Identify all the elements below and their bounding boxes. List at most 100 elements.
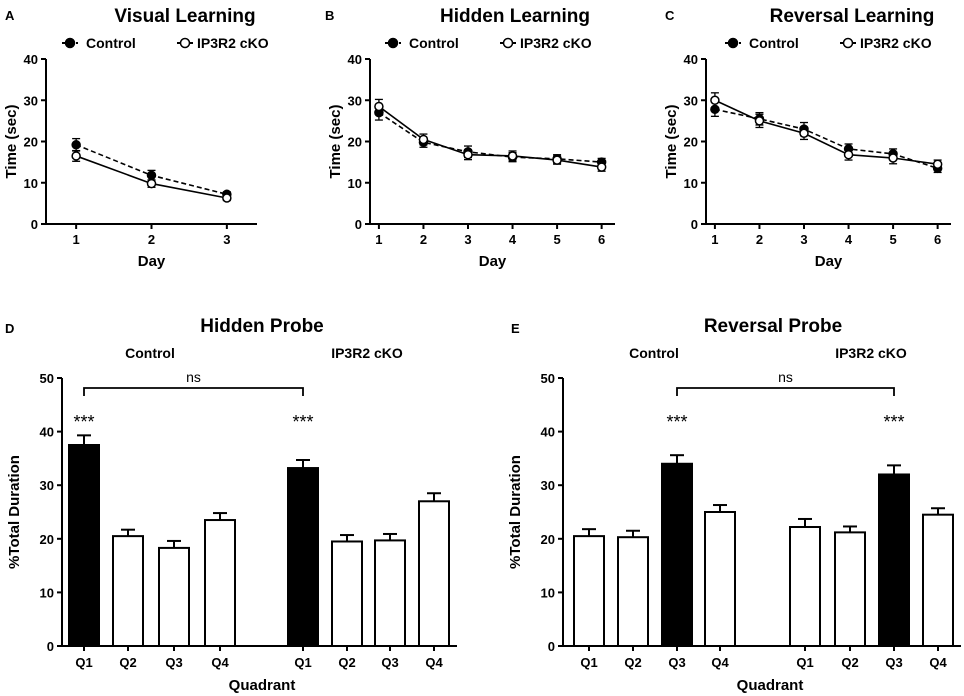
y-tick-label: 40 [684, 52, 698, 67]
significance-marker: *** [666, 412, 687, 432]
y-axis-title: Time (sec) [663, 105, 680, 179]
x-tick-label: 1 [375, 232, 382, 247]
x-tick-label: 4 [845, 232, 853, 247]
x-tick-label: 3 [800, 232, 807, 247]
x-tick-label: Q4 [711, 655, 729, 670]
y-axis-title: Time (sec) [327, 105, 344, 179]
data-point-cko [222, 193, 232, 203]
bar [331, 540, 363, 647]
data-point-control [146, 170, 157, 181]
panel-e-reversal-probe: E Reversal Probe Control IP3R2 cKO 0 10 20 30 40… [507, 316, 961, 694]
series-line-control [714, 108, 938, 170]
y-tick-label: 0 [355, 217, 362, 232]
y-axis-title: %Total Duration [507, 455, 524, 569]
x-tick-label: 5 [553, 232, 560, 247]
chart-title: Reversal Probe [704, 316, 842, 337]
y-tick-label: 20 [348, 135, 362, 150]
x-tick-label: 1 [711, 232, 718, 247]
data-point-cko [374, 101, 384, 112]
x-axis-title: Day [138, 253, 166, 270]
series-line-cko [714, 99, 938, 165]
legend-label-control: Control [86, 35, 136, 51]
x-axis-title: Day [479, 253, 507, 270]
x-tick-label: Q4 [211, 655, 229, 670]
y-tick-label: 10 [541, 585, 555, 600]
data-point-cko [754, 116, 765, 126]
y-tick-label: 40 [348, 52, 362, 67]
legend-label-cko: IP3R2 cKO [860, 35, 932, 51]
y-tick-label: 0 [31, 217, 38, 232]
comparison-label: ns [186, 369, 201, 385]
y-tick-label: 40 [40, 425, 54, 440]
x-tick-label: Q3 [885, 655, 902, 670]
comparison-label: ns [778, 369, 793, 385]
legend-marker-control [64, 37, 76, 49]
significance-marker: *** [292, 412, 313, 432]
comparison-bracket [676, 387, 895, 396]
data-point-cko [596, 162, 607, 172]
data-point-cko [932, 159, 943, 169]
bar [68, 444, 100, 647]
y-tick-label: 20 [684, 135, 698, 150]
significance-marker: *** [73, 412, 94, 432]
x-tick-label: Q4 [929, 655, 947, 670]
bar [418, 500, 450, 647]
bar [112, 535, 144, 647]
data-point-cko [888, 153, 898, 163]
bar [878, 473, 910, 648]
data-point-cko [463, 149, 473, 160]
x-tick-label: Q1 [294, 655, 311, 670]
bar [834, 531, 866, 647]
x-tick-label: Q2 [841, 655, 858, 670]
legend-marker-control [727, 37, 739, 49]
y-tick-label: 10 [684, 176, 698, 191]
y-tick-label: 30 [24, 93, 38, 108]
significance-marker: *** [883, 412, 904, 432]
legend-marker-control [387, 37, 399, 49]
y-tick-label: 40 [24, 52, 38, 67]
y-axis-title: %Total Duration [6, 455, 23, 569]
group-label: Control [629, 345, 679, 361]
chart-title: Reversal Learning [770, 6, 935, 27]
x-tick-label: 3 [464, 232, 471, 247]
x-tick-label: 4 [509, 232, 517, 247]
y-tick-label: 30 [541, 478, 555, 493]
panel-letter: D [5, 321, 14, 336]
legend-marker-cko [179, 37, 191, 49]
x-tick-label: 1 [73, 232, 80, 247]
bar [158, 546, 190, 647]
legend-label-control: Control [409, 35, 459, 51]
data-point-cko [799, 128, 809, 138]
x-tick-label: Q3 [668, 655, 685, 670]
y-axis-title: Time (sec) [3, 105, 20, 179]
y-tick-label: 10 [348, 176, 362, 191]
chart-title: Hidden Probe [200, 316, 324, 337]
panel-letter: C [665, 8, 675, 23]
x-tick-label: Q2 [338, 655, 355, 670]
x-axis-title: Quadrant [229, 677, 296, 694]
data-point-cko [552, 155, 562, 165]
x-tick-label: 2 [148, 232, 155, 247]
y-tick-label: 0 [548, 639, 555, 654]
bar [287, 467, 319, 647]
panel-letter: B [325, 8, 334, 23]
panel-letter: E [511, 321, 520, 336]
x-tick-label: 6 [934, 232, 941, 247]
x-tick-label: Q4 [425, 655, 443, 670]
y-tick-label: 30 [348, 93, 362, 108]
series-line-control [378, 111, 602, 163]
data-point-cko [418, 134, 429, 145]
data-point-control [71, 140, 81, 150]
chart-title: Visual Learning [114, 6, 255, 27]
bar [789, 526, 821, 647]
panel-c-reversal-learning: C Reversal Learning Control IP3R2 cKO 0 10 20 3… [663, 6, 951, 270]
x-tick-label: 6 [598, 232, 605, 247]
x-axis-title: Day [815, 253, 843, 270]
x-tick-label: 2 [420, 232, 427, 247]
x-axis-title: Quadrant [737, 677, 804, 694]
y-tick-label: 30 [684, 93, 698, 108]
bar [704, 511, 736, 647]
group-label: IP3R2 cKO [331, 345, 403, 361]
y-tick-label: 30 [40, 478, 54, 493]
